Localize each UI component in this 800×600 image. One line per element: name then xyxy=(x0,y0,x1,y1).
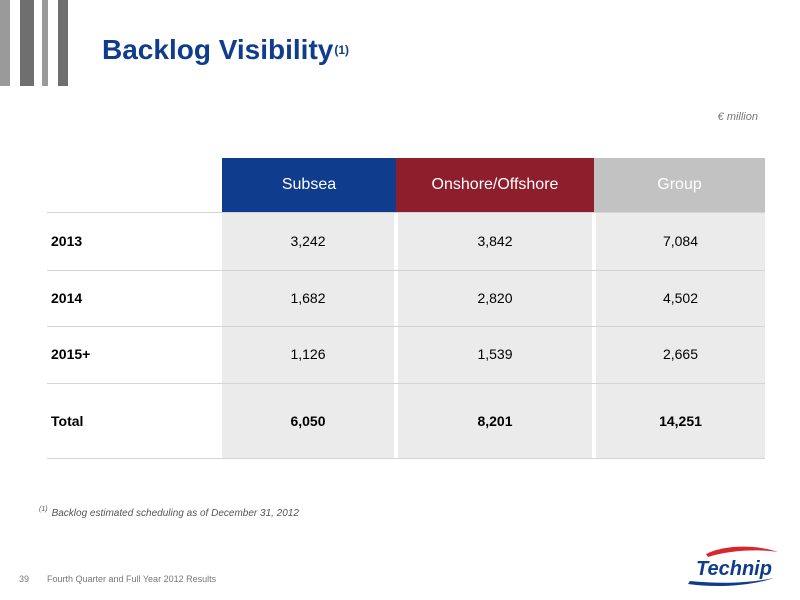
cell-2014-group: 4,502 xyxy=(662,290,699,306)
row-label-total: Total xyxy=(51,413,84,429)
cell-2014-subsea: 1,682 xyxy=(290,290,326,306)
row-divider xyxy=(47,458,765,459)
decorative-bar xyxy=(0,0,10,86)
column-header-onshore-offshore: Onshore/Offshore xyxy=(396,158,594,212)
cell-2015-plus-subsea: 1,126 xyxy=(290,346,326,362)
cell-total-subsea: 6,050 xyxy=(290,413,326,429)
footnote-text: Backlog estimated scheduling as of Decem… xyxy=(51,508,299,519)
logo-swoosh-red xyxy=(706,546,778,557)
cell-2013-group: 7,084 xyxy=(662,233,699,249)
row-divider xyxy=(47,326,765,327)
footnote: (1) Backlog estimated scheduling as of De… xyxy=(39,506,299,519)
unit-label: € million xyxy=(717,111,758,123)
decorative-bar xyxy=(42,0,48,86)
cell-2013-onshore-offshore: 3,842 xyxy=(477,233,513,249)
column-background-onshore-offshore xyxy=(398,212,592,458)
row-label-2013: 2013 xyxy=(51,233,83,249)
logo-wordmark: Technip xyxy=(696,558,772,580)
page-number: 39 xyxy=(19,574,30,584)
column-header-subsea: Subsea xyxy=(222,158,396,212)
logo-swoosh-blue xyxy=(688,578,774,586)
row-divider xyxy=(47,270,765,271)
row-label-2015-plus: 2015+ xyxy=(51,346,91,362)
footnote-marker: (1) xyxy=(39,506,48,513)
cell-2014-onshore-offshore: 2,820 xyxy=(477,290,513,306)
decorative-bar xyxy=(58,0,68,86)
cell-2015-plus-group: 2,665 xyxy=(662,346,699,362)
page-title-footnote-marker: (1) xyxy=(334,43,350,57)
cell-2013-subsea: 3,242 xyxy=(290,233,326,249)
row-divider xyxy=(47,212,765,213)
column-background-group xyxy=(596,212,765,458)
decorative-bar xyxy=(20,0,34,86)
footer-text: Fourth Quarter and Full Year 2012 Result… xyxy=(47,574,217,584)
row-label-2014: 2014 xyxy=(51,290,83,306)
cell-total-onshore-offshore: 8,201 xyxy=(477,413,513,429)
row-divider xyxy=(47,383,765,384)
column-header-group: Group xyxy=(594,158,765,212)
column-background-subsea xyxy=(222,212,394,458)
technip-logo: Technip xyxy=(688,546,778,586)
cell-total-group: 14,251 xyxy=(659,413,702,429)
page-title-text: Backlog Visibility xyxy=(102,34,334,65)
cell-2015-plus-onshore-offshore: 1,539 xyxy=(477,346,513,362)
page-title: Backlog Visibility(1) xyxy=(102,34,349,66)
